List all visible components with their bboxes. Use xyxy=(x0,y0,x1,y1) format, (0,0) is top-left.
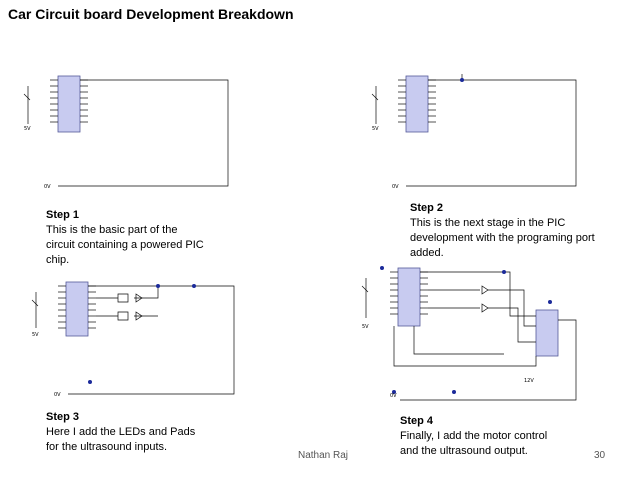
motor-driver-chip xyxy=(535,309,559,357)
step-4-text: Step 4 Finally, I add the motor control … xyxy=(400,414,550,459)
step-1-text: Step 1 This is the basic part of the cir… xyxy=(46,208,206,268)
step-2-heading: Step 2 xyxy=(410,202,444,214)
switch-wire xyxy=(371,86,379,124)
supply-wire xyxy=(68,285,235,395)
label-0v: 0V xyxy=(392,184,399,190)
led-1 xyxy=(481,285,489,295)
slide-title: Car Circuit board Development Breakdown xyxy=(8,6,294,22)
node-1 xyxy=(380,266,384,270)
led-wire-1 xyxy=(96,286,159,303)
step-4-description: Finally, I add the motor control and the… xyxy=(400,430,548,457)
node-2 xyxy=(502,270,506,274)
switch-wire xyxy=(31,292,39,328)
programming-port-wire xyxy=(406,74,577,187)
node-3 xyxy=(548,300,552,304)
label-0v: 0V xyxy=(44,184,51,190)
label-5v: 5V xyxy=(32,332,39,338)
label-0v: 0V xyxy=(54,392,61,398)
chip-pins xyxy=(390,271,428,315)
led-2 xyxy=(481,303,489,313)
pad-node-3 xyxy=(88,380,92,384)
circuit-diagram-step1: 5V 0V xyxy=(18,70,236,200)
step-3-description: Here I add the LEDs and Pads for the ult… xyxy=(46,426,196,453)
label-5v: 5V xyxy=(372,126,379,132)
label-12v: 12V xyxy=(524,378,534,384)
label-0v: 0V xyxy=(390,393,397,399)
label-5v: 5V xyxy=(362,324,369,330)
step-2-description: This is the next stage in the PIC develo… xyxy=(410,217,595,259)
circuit-diagram-step2: 5V 0V xyxy=(366,70,584,200)
pad-node-2 xyxy=(192,284,196,288)
led-2 xyxy=(135,311,143,321)
pad-node-1 xyxy=(156,284,160,288)
circuit-diagram-step4: 5V 12V 0V xyxy=(354,262,584,407)
step-1-heading: Step 1 xyxy=(46,209,80,221)
chip-pins xyxy=(50,79,88,123)
step-3-heading: Step 3 xyxy=(46,411,80,423)
pic-chip xyxy=(57,75,81,133)
step-2-text: Step 2 This is the next stage in the PIC… xyxy=(410,201,595,261)
pic-chip xyxy=(65,281,89,337)
page-number: 30 xyxy=(594,450,606,461)
led-wire-2 xyxy=(96,311,158,321)
led-1 xyxy=(135,293,143,303)
author-name: Nathan Raj xyxy=(298,450,349,461)
label-5v: 5V xyxy=(24,126,31,132)
pic-chip xyxy=(405,75,429,133)
pic-chip xyxy=(397,267,421,327)
motor-wires xyxy=(400,271,577,401)
supply-wire xyxy=(58,79,229,187)
switch-wire xyxy=(361,278,369,318)
node-4 xyxy=(392,390,396,394)
switch-wire xyxy=(23,86,31,124)
step-1-description: This is the basic part of the circuit co… xyxy=(46,224,204,266)
step-3-text: Step 3 Here I add the LEDs and Pads for … xyxy=(46,410,206,455)
node-5 xyxy=(452,390,456,394)
circuit-diagram-step3: 5V 0V xyxy=(28,278,246,403)
ultrasound-output-wire xyxy=(393,326,537,367)
port-node xyxy=(460,78,464,82)
step-4-heading: Step 4 xyxy=(400,415,434,427)
